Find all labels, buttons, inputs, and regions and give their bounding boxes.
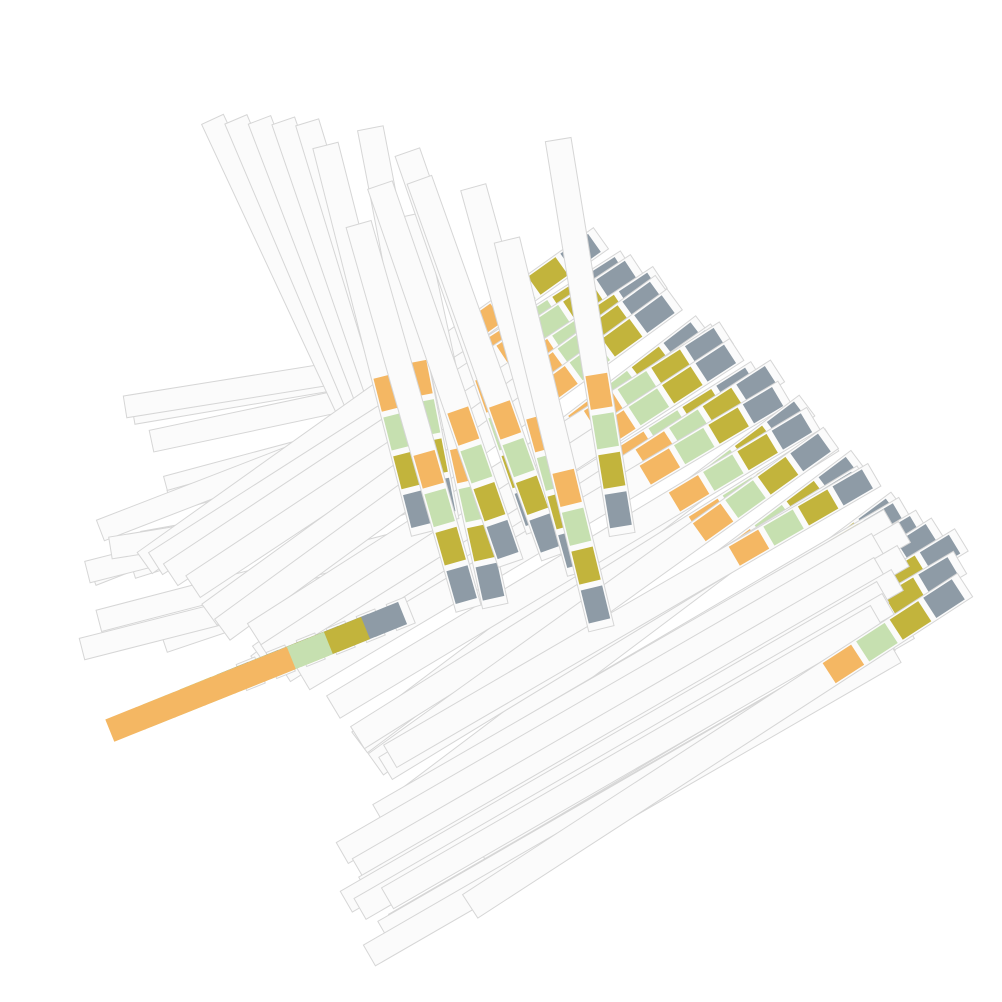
test-strip	[461, 572, 974, 919]
test-strip	[367, 180, 524, 569]
reagent-pad	[460, 444, 493, 484]
reagent-pad	[502, 437, 535, 478]
reagent-pad	[702, 387, 744, 425]
reagent-pad	[889, 601, 932, 640]
reagent-pad	[473, 482, 506, 522]
reagent-pad	[366, 601, 408, 637]
reagent-pad	[447, 406, 480, 446]
reagent-pad	[571, 546, 601, 585]
reagent-pad	[561, 507, 592, 546]
reagent-pad	[856, 622, 898, 662]
test-strip	[382, 462, 882, 769]
reagent-pad	[742, 387, 784, 424]
test-strip	[255, 596, 416, 682]
reagent-pad	[195, 670, 236, 706]
strip-paper	[380, 604, 884, 910]
reagent-pad	[684, 327, 726, 365]
reagent-pad	[695, 344, 737, 382]
reagent-pad	[622, 281, 663, 320]
reagent-pad	[635, 431, 677, 469]
reagent-pad	[797, 489, 839, 526]
reagent-pad	[596, 260, 637, 298]
reagent-pad	[634, 295, 675, 334]
reagent-pad	[757, 456, 799, 495]
reagent-pad	[703, 454, 744, 491]
reagent-pad	[165, 682, 206, 718]
reagent-pad	[527, 257, 569, 295]
reagent-pad	[424, 488, 455, 528]
reagent-pad	[832, 469, 873, 506]
reagent-pad	[728, 529, 770, 566]
reagent-pad	[446, 565, 477, 604]
reagent-pad	[771, 413, 813, 450]
reagent-pad	[692, 503, 734, 542]
reagent-pad	[725, 480, 766, 518]
reagent-pad	[763, 509, 804, 546]
test-strip	[493, 236, 615, 633]
reagent-pad	[225, 658, 266, 694]
reagent-pad	[651, 349, 692, 387]
reagent-pad	[135, 694, 176, 730]
reagent-pad	[413, 449, 444, 489]
reagent-pad	[896, 523, 938, 561]
test-strip	[544, 136, 636, 538]
reagent-pad	[708, 407, 749, 444]
reagent-pad	[585, 372, 613, 410]
reagent-pad	[668, 475, 710, 512]
reagent-pad	[105, 706, 146, 742]
reagent-pad	[737, 433, 778, 471]
reagent-pad	[329, 616, 370, 652]
reagent-pad	[489, 400, 522, 440]
reagent-pad	[475, 562, 505, 601]
reagent-pad	[552, 468, 582, 507]
reagent-pad	[604, 491, 632, 529]
reagent-pad	[255, 646, 296, 682]
reagent-pad	[883, 577, 925, 614]
reagent-pad	[790, 433, 831, 472]
reagent-pad	[662, 366, 703, 404]
reagent-pad	[639, 448, 681, 485]
reagent-pad	[617, 371, 659, 408]
reagent-pad	[580, 585, 611, 624]
reagent-pad	[628, 388, 670, 426]
reagent-pad	[292, 631, 333, 667]
reagent-pad	[919, 534, 961, 572]
reagent-pad	[598, 451, 626, 489]
test-strip	[380, 604, 884, 910]
reagent-pad	[486, 519, 519, 560]
reagent-pad	[674, 427, 715, 465]
reagent-pad	[591, 412, 619, 450]
test-strip	[345, 219, 482, 613]
reagent-pad	[918, 557, 959, 594]
reagent-pad	[923, 579, 965, 618]
reagent-pad	[601, 318, 643, 357]
reagent-pad	[435, 526, 466, 566]
reagent-pad	[736, 366, 777, 403]
reagent-pad	[515, 475, 549, 515]
reagent-pad	[822, 644, 865, 684]
reagent-pad	[669, 409, 710, 447]
